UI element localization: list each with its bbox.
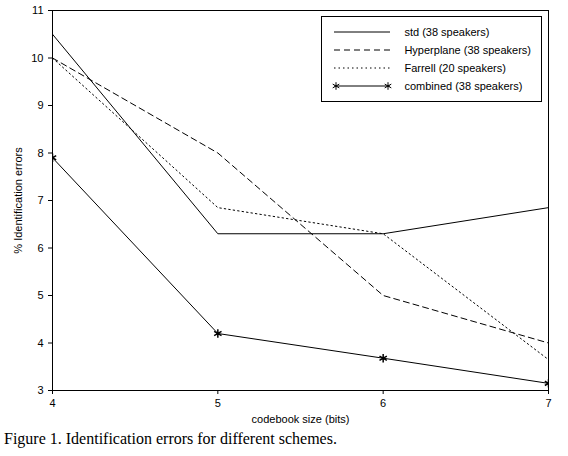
- html-text:Hyperplane (38 speakers): Hyperplane (38 speakers): [404, 44, 531, 56]
- svg-text:8: 8: [37, 147, 43, 159]
- html-text:Figure 1. Identification error: Figure 1. Identification errors for diff…: [4, 430, 337, 447]
- svg-text:4: 4: [37, 337, 43, 349]
- svg-text:7: 7: [545, 397, 551, 409]
- svg-text:6: 6: [37, 242, 43, 254]
- svg-text:7: 7: [37, 194, 43, 206]
- svg-text:4: 4: [49, 397, 55, 409]
- svg-text:3: 3: [37, 384, 43, 396]
- svg-text:9: 9: [37, 99, 43, 111]
- svg-text:5: 5: [215, 397, 221, 409]
- html-text:std (38 speakers): std (38 speakers): [404, 26, 490, 38]
- svg-text:% Identification errors: % Identification errors: [12, 147, 24, 254]
- svg-text:11: 11: [32, 4, 43, 16]
- svg-text:6: 6: [380, 397, 386, 409]
- html-text:Farrell (20 speakers): Farrell (20 speakers): [404, 62, 506, 74]
- svg-text:10: 10: [31, 52, 43, 64]
- svg-text:codebook size (bits): codebook size (bits): [252, 413, 350, 425]
- svg-text:5: 5: [37, 289, 43, 301]
- html-text:combined (38 speakers): combined (38 speakers): [404, 80, 523, 92]
